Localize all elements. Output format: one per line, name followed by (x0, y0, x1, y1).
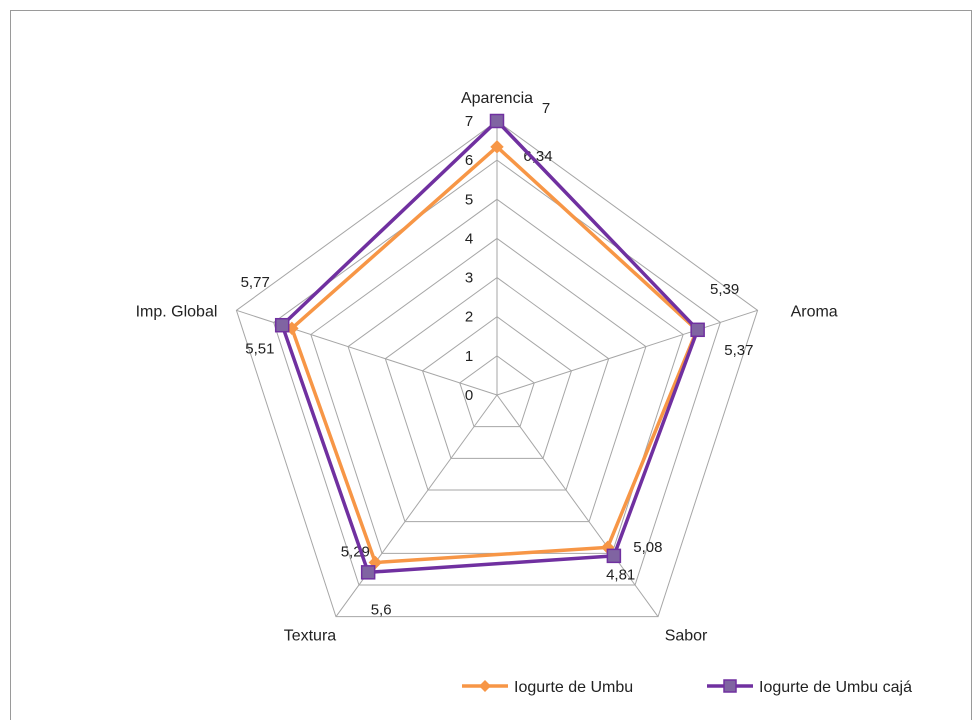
legend-label-1: Iogurte de Umbu cajá (759, 679, 912, 696)
axis-label-2: Sabor (665, 628, 708, 645)
tick-label: 5 (465, 191, 473, 208)
tick-label: 1 (465, 348, 473, 365)
legend-label-0: Iogurte de Umbu (514, 679, 633, 696)
chart-area (10, 10, 972, 720)
data-label-0: 6,34 (523, 148, 552, 165)
grid-ring (235, 120, 759, 618)
axis-label-0: Aparencia (461, 90, 533, 107)
series-point-0 (490, 140, 504, 154)
tick-label: 7 (465, 113, 473, 130)
series-line-1 (280, 119, 700, 575)
series-point-1 (690, 322, 705, 338)
tick-label: 4 (465, 230, 473, 247)
data-label-0: 5,51 (245, 340, 274, 357)
tick-label: 3 (465, 270, 473, 287)
legend-marker-1 (723, 679, 737, 693)
tick-label: 6 (465, 152, 473, 169)
grid-ring (273, 159, 721, 586)
legend-marker-0 (479, 680, 491, 692)
grid-ring (347, 237, 647, 523)
data-label-1: 7 (542, 100, 550, 117)
grid-spoke (496, 309, 758, 396)
data-label-1: 5,6 (371, 601, 392, 618)
tick-label: 2 (465, 309, 473, 326)
grid-ring (384, 276, 610, 491)
grid-ring (421, 316, 573, 459)
series-point-1 (274, 317, 290, 333)
data-label-0: 5,37 (724, 342, 753, 359)
tick-label: 0 (465, 387, 473, 404)
series-point-1 (606, 548, 622, 564)
axis-label-1: Aroma (791, 303, 838, 320)
series-line-0 (290, 145, 699, 565)
grid-spoke (335, 394, 498, 617)
axis-label-3: Textura (284, 628, 337, 645)
grid-spoke (496, 394, 659, 617)
data-label-1: 5,08 (633, 539, 662, 556)
data-label-0: 5,29 (341, 544, 370, 561)
series-point-1 (489, 113, 505, 129)
data-label-1: 5,39 (710, 281, 739, 298)
grid-ring (459, 355, 535, 428)
data-label-0: 4,81 (606, 566, 635, 583)
axis-label-4: Imp. Global (136, 303, 218, 320)
series-point-1 (360, 565, 376, 580)
data-label-1: 5,77 (241, 274, 270, 291)
